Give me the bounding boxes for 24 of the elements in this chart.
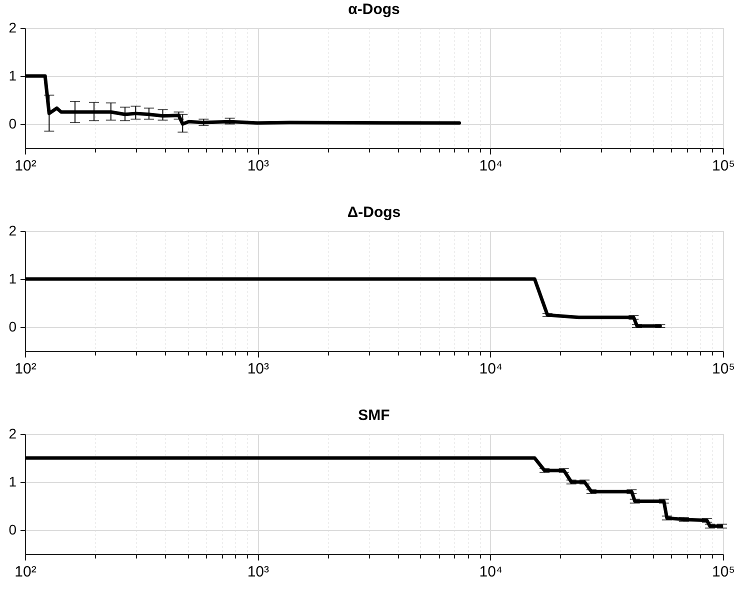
x-tick-label: 10⁵ (712, 158, 735, 174)
y-tick-label: 0 (8, 522, 17, 538)
y-tick-label: 2 (8, 20, 17, 36)
x-tick-label: 10⁴ (479, 360, 502, 378)
x-tick-label: 10³ (247, 360, 270, 378)
x-tick-label: 10² (14, 158, 36, 174)
y-tick-label: 1 (8, 270, 17, 286)
chart-title: Δ-Dogs (347, 204, 401, 221)
x-tick-label: 10² (14, 360, 36, 378)
y-tick-label: 1 (8, 68, 17, 84)
y-tick-label: 0 (8, 318, 17, 334)
x-tick-label: 10³ (247, 158, 270, 174)
chart-title: α-Dogs (348, 1, 400, 18)
x-tick-label: 10³ (247, 564, 270, 580)
y-tick-label: 0 (8, 116, 17, 132)
y-tick-label: 2 (8, 222, 17, 238)
x-tick-label: 10⁵ (712, 564, 735, 580)
chart-title: SMF (358, 407, 390, 424)
x-tick-label: 10² (14, 564, 36, 580)
x-tick-label: 10⁵ (712, 360, 735, 378)
y-tick-label: 2 (8, 426, 17, 442)
x-tick-label: 10⁴ (479, 564, 502, 580)
y-tick-label: 1 (8, 474, 17, 490)
x-tick-label: 10⁴ (479, 158, 502, 174)
